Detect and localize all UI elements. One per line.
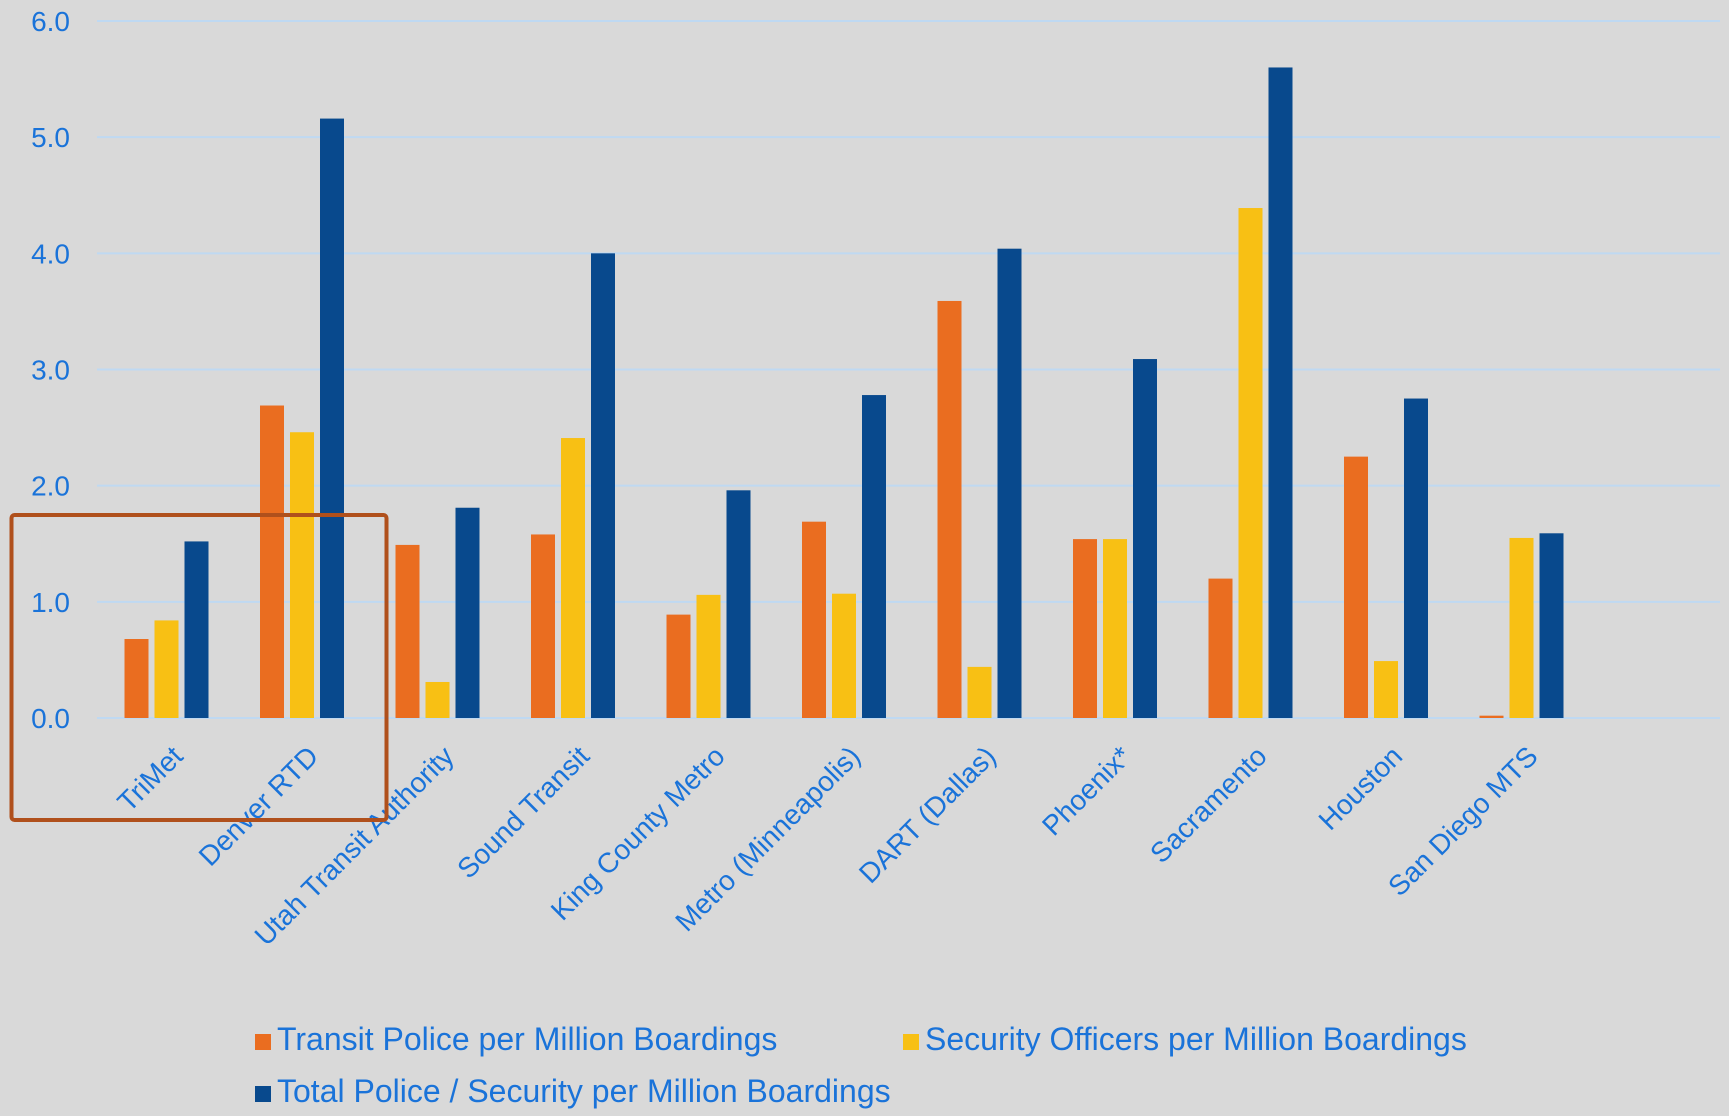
y-tick-label-6: 6.0: [31, 6, 70, 37]
bar-3-9: [1268, 67, 1293, 718]
bar-1-11: [1479, 715, 1504, 718]
y-axis: 0.0 1.0 2.0 3.0 4.0 5.0 6.0: [31, 6, 70, 734]
bar-1-10: [1344, 456, 1368, 718]
x-tick-label-4: Sound Transit: [451, 740, 595, 884]
bar-2-8: [1103, 539, 1127, 718]
bars: [124, 67, 1564, 719]
bar-1-7: [937, 300, 962, 718]
x-tick-label-8: Phoenix*: [1036, 740, 1137, 841]
bar-1-5: [666, 614, 691, 718]
bar-2-4: [561, 438, 585, 718]
legend-swatch-1: [255, 1034, 271, 1050]
legend-label-2: Security Officers per Million Boardings: [925, 1021, 1467, 1057]
bar-3-2: [320, 118, 344, 718]
bar-3-6: [862, 395, 886, 718]
bar-2-3: [425, 681, 450, 718]
y-tick-label-5: 5.0: [31, 122, 70, 153]
x-tick-label-1: TriMet: [111, 740, 188, 817]
y-tick-label-4: 4.0: [31, 238, 70, 269]
bar-1-6: [802, 521, 826, 718]
bar-1-2: [260, 405, 284, 718]
bar-3-1: [184, 541, 209, 718]
bar-1-1: [124, 639, 149, 718]
y-tick-label-2: 2.0: [31, 471, 70, 502]
bar-2-6: [832, 593, 856, 718]
bar-2-10: [1374, 661, 1398, 718]
bar-3-5: [726, 490, 751, 718]
bar-2-2: [290, 432, 314, 718]
legend-label-3: Total Police / Security per Million Boar…: [277, 1073, 891, 1109]
y-tick-label-0: 0.0: [31, 703, 70, 734]
bar-1-4: [531, 534, 555, 718]
legend: Transit Police per Million Boardings Secu…: [255, 1021, 1467, 1109]
bar-3-7: [997, 248, 1022, 719]
bar-2-11: [1509, 537, 1534, 718]
x-tick-label-2: Denver RTD: [193, 740, 325, 872]
bar-1-3: [395, 544, 420, 718]
bar-2-7: [967, 666, 992, 718]
x-tick-label-10: Houston: [1313, 740, 1409, 836]
highlight: [9, 513, 389, 822]
legend-swatch-2: [903, 1034, 919, 1050]
bar-1-9: [1208, 578, 1233, 718]
legend-swatch-3: [255, 1086, 271, 1102]
y-tick-label-3: 3.0: [31, 355, 70, 386]
bar-3-11: [1539, 533, 1564, 718]
legend-label-1: Transit Police per Million Boardings: [277, 1021, 777, 1057]
bar-2-1: [154, 620, 179, 718]
bar-3-10: [1404, 398, 1428, 718]
bar-3-4: [591, 253, 615, 719]
bar-3-8: [1133, 359, 1157, 718]
gridlines: [97, 20, 1720, 719]
bar-3-3: [455, 507, 480, 718]
x-tick-label-11: San Diego MTS: [1382, 740, 1544, 902]
bar-2-9: [1238, 208, 1263, 719]
highlight-box: [9, 513, 389, 822]
y-tick-label-1: 1.0: [31, 587, 70, 618]
x-tick-label-7: DART (Dallas): [853, 740, 1002, 889]
bar-1-8: [1073, 539, 1097, 718]
x-tick-label-9: Sacramento: [1144, 740, 1273, 869]
bar-2-5: [696, 594, 721, 718]
